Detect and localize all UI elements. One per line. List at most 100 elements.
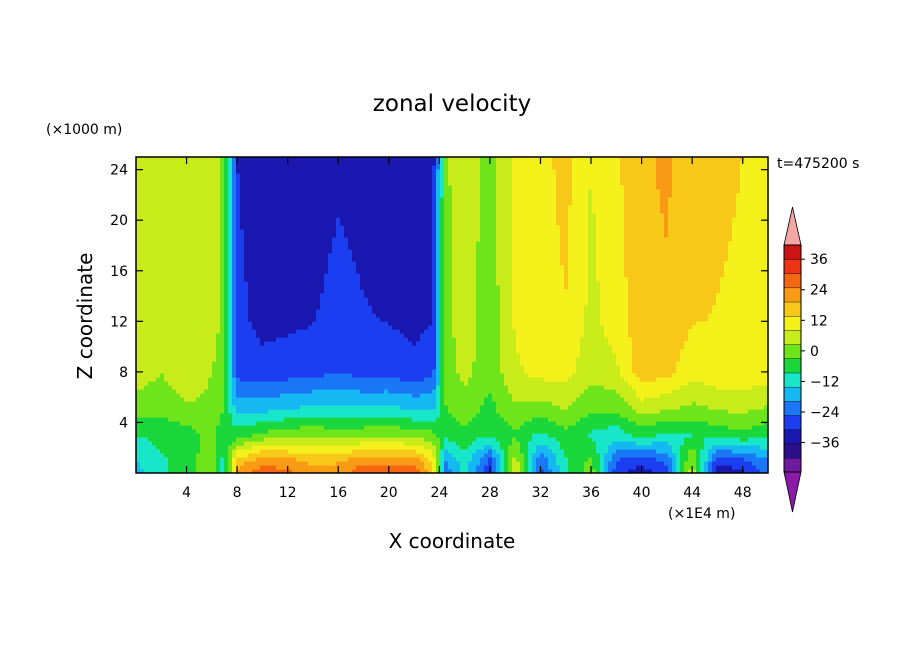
contour-cell <box>196 261 201 266</box>
contour-cell <box>216 369 221 374</box>
contour-cell <box>336 217 341 222</box>
contour-cell <box>344 433 349 438</box>
contour-cell <box>168 413 173 418</box>
contour-cell <box>232 393 237 398</box>
contour-cell <box>316 265 321 270</box>
contour-cell <box>288 225 293 230</box>
contour-cell <box>224 189 229 194</box>
contour-cell <box>240 289 245 294</box>
contour-cell <box>252 273 257 278</box>
contour-cell <box>184 245 189 250</box>
contour-cell <box>360 357 365 362</box>
contour-cell <box>232 337 237 342</box>
contour-cell <box>304 285 309 290</box>
contour-cell <box>240 237 245 242</box>
contour-cell <box>288 289 293 294</box>
contour-cell <box>268 353 273 358</box>
contour-cell <box>376 437 381 442</box>
contour-cell <box>148 245 153 250</box>
contour-cell <box>240 397 245 402</box>
contour-cell <box>252 197 257 202</box>
contour-cell <box>180 157 185 162</box>
contour-cell <box>296 241 301 246</box>
contour-cell <box>188 381 193 386</box>
contour-cell <box>300 197 305 202</box>
contour-cell <box>348 385 353 390</box>
contour-cell <box>192 189 197 194</box>
contour-cell <box>144 229 149 234</box>
contour-cell <box>236 393 241 398</box>
contour-cell <box>160 425 165 430</box>
contour-cell <box>244 241 249 246</box>
contour-cell <box>236 201 241 206</box>
contour-cell <box>384 465 389 470</box>
contour-cell <box>268 465 273 470</box>
contour-cell <box>308 169 313 174</box>
contour-cell <box>316 413 321 418</box>
contour-cell <box>372 193 377 198</box>
contour-cell <box>256 433 261 438</box>
contour-cell <box>360 345 365 350</box>
contour-cell <box>348 449 353 454</box>
contour-cell <box>188 177 193 182</box>
contour-cell <box>380 317 385 322</box>
contour-cell <box>192 177 197 182</box>
contour-cell <box>144 289 149 294</box>
contour-cell <box>364 313 369 318</box>
contour-cell <box>248 377 253 382</box>
contour-cell <box>280 209 285 214</box>
contour-cell <box>208 413 213 418</box>
contour-cell <box>360 317 365 322</box>
contour-cell <box>180 253 185 258</box>
contour-cell <box>228 265 233 270</box>
contour-cell <box>360 269 365 274</box>
contour-cell <box>360 405 365 410</box>
contour-cell <box>244 405 249 410</box>
contour-cell <box>192 233 197 238</box>
contour-cell <box>156 249 161 254</box>
contour-cell <box>368 157 373 162</box>
contour-cell <box>256 249 261 254</box>
contour-cell <box>144 453 149 458</box>
contour-cell <box>288 341 293 346</box>
contour-cell <box>308 329 313 334</box>
contour-cell <box>280 389 285 394</box>
contour-cell <box>144 241 149 246</box>
contour-cell <box>140 381 145 386</box>
contour-cell <box>268 289 273 294</box>
contour-cell <box>232 377 237 382</box>
contour-cell <box>380 301 385 306</box>
contour-cell <box>224 197 229 202</box>
contour-cell <box>336 425 341 430</box>
contour-cell <box>180 269 185 274</box>
contour-cell <box>152 309 157 314</box>
contour-cell <box>340 261 345 266</box>
contour-cell <box>152 305 157 310</box>
contour-cell <box>260 457 265 462</box>
contour-cell <box>200 409 205 414</box>
contour-cell <box>348 285 353 290</box>
contour-cell <box>340 385 345 390</box>
contour-cell <box>304 305 309 310</box>
contour-cell <box>312 345 317 350</box>
contour-cell <box>336 437 341 442</box>
contour-cell <box>240 405 245 410</box>
contour-cell <box>256 429 261 434</box>
contour-cell <box>232 441 237 446</box>
contour-cell <box>380 177 385 182</box>
contour-cell <box>236 413 241 418</box>
contour-cell <box>328 201 333 206</box>
contour-cell <box>208 273 213 278</box>
contour-cell <box>212 449 217 454</box>
contour-cell <box>264 333 269 338</box>
contour-cell <box>260 409 265 414</box>
contour-cell <box>284 273 289 278</box>
contour-cell <box>304 205 309 210</box>
contour-cell <box>192 229 197 234</box>
contour-cell <box>140 157 145 162</box>
contour-cell <box>224 169 229 174</box>
contour-cell <box>204 433 209 438</box>
contour-cell <box>328 181 333 186</box>
contour-cell <box>244 469 249 473</box>
contour-cell <box>168 229 173 234</box>
